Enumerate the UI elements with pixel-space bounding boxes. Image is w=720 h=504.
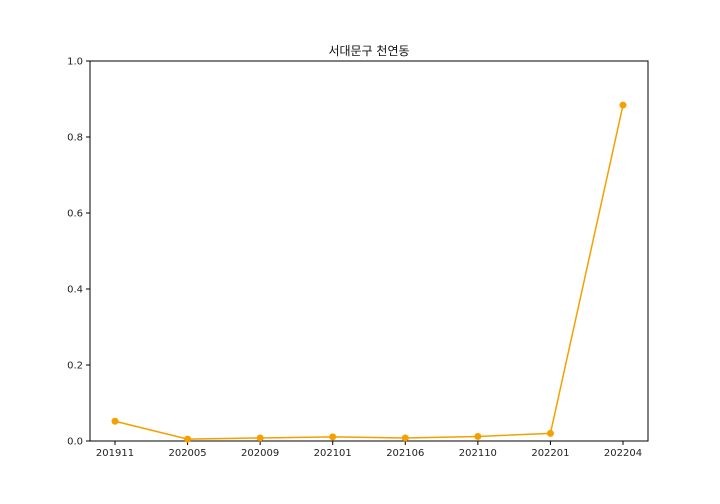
y-tick-label: 0.6 [67,209,83,220]
x-tick-label: 202009 [241,448,279,459]
x-tick-label: 202106 [386,448,424,459]
y-tick-label: 0.8 [67,133,83,144]
data-point [329,433,337,441]
x-axis: 201911 202005 202009 202101 202106 202110 2022… [96,441,642,459]
x-tick-label: 202005 [168,448,206,459]
y-tick-label: 0.2 [67,361,83,372]
data-point [256,434,264,442]
x-tick-label: 201911 [96,448,134,459]
y-tick-label: 0.0 [67,437,83,448]
data-point [546,429,554,437]
x-tick-label: 202101 [314,448,352,459]
data-point [401,434,409,442]
data-point [184,435,192,443]
chart-title: 서대문구 천연동 [328,43,409,58]
y-axis: 0.0 0.2 0.4 0.6 0.8 1.0 [67,57,90,448]
series-line [114,104,624,440]
x-tick-label: 202204 [604,448,642,459]
data-point [619,101,627,109]
x-tick-label: 202201 [531,448,569,459]
x-tick-label: 202110 [459,448,497,459]
data-point [474,432,482,440]
y-tick-label: 0.4 [67,285,83,296]
data-point [111,417,119,425]
series-layer [111,101,627,443]
y-tick-label: 1.0 [67,57,83,68]
plot-area-frame [89,60,649,442]
